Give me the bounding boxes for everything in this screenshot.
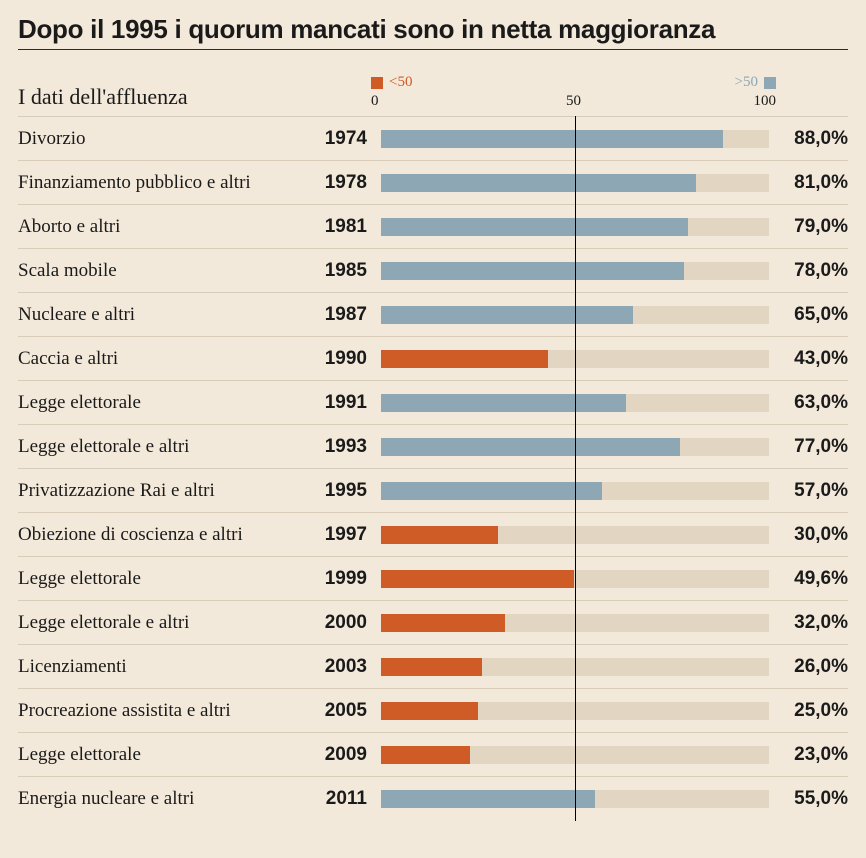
row-percent: 30,0%: [769, 524, 848, 546]
data-row: Legge elettorale e altri2000 32,0%: [18, 601, 848, 645]
bar-fill: [381, 262, 684, 280]
bar-fill: [381, 394, 626, 412]
legend-high: >50: [735, 74, 776, 91]
row-percent: 26,0%: [769, 656, 848, 678]
data-row: Licenziamenti2003 26,0%: [18, 645, 848, 689]
data-row: Finanziamento pubblico e altri1978 81,0%: [18, 161, 848, 205]
data-row: Caccia e altri1990 43,0%: [18, 337, 848, 381]
data-row: Aborto e altri1981 79,0%: [18, 205, 848, 249]
chart-subtitle: I dati dell'affluenza: [18, 84, 188, 110]
data-row: Scala mobile1985 78,0%: [18, 249, 848, 293]
row-name: Legge elettorale e altri: [18, 436, 308, 458]
row-year: 1995: [308, 480, 381, 502]
bar-fill: [381, 482, 602, 500]
bar-fill: [381, 526, 498, 544]
row-year: 2009: [308, 744, 381, 766]
row-year: 1985: [308, 260, 381, 282]
legend-low-swatch: [371, 77, 383, 89]
axis-tick-0: 0: [371, 93, 506, 110]
row-name: Finanziamento pubblico e altri: [18, 172, 308, 194]
chart-title: Dopo il 1995 i quorum mancati sono in ne…: [18, 14, 848, 50]
row-percent: 57,0%: [769, 480, 848, 502]
data-row: Privatizzazione Rai e altri1995 57,0%: [18, 469, 848, 513]
row-year: 2000: [308, 612, 381, 634]
legend-and-axis: <50 >50 0 50 100: [371, 74, 776, 110]
axis-ticks: 0 50 100: [371, 93, 776, 110]
row-year: 1999: [308, 568, 381, 590]
bar-fill: [381, 218, 688, 236]
row-percent: 78,0%: [769, 260, 848, 282]
quorum-midline: [575, 116, 576, 821]
row-name: Nucleare e altri: [18, 304, 308, 326]
row-year: 1978: [308, 172, 381, 194]
row-name: Obiezione di coscienza e altri: [18, 524, 308, 546]
data-row: Energia nucleare e altri2011 55,0%: [18, 777, 848, 821]
data-row: Legge elettorale2009 23,0%: [18, 733, 848, 777]
row-year: 1981: [308, 216, 381, 238]
row-percent: 55,0%: [769, 788, 848, 810]
bar-fill: [381, 174, 696, 192]
legend-high-label: >50: [735, 74, 758, 91]
bar-fill: [381, 350, 548, 368]
row-year: 1993: [308, 436, 381, 458]
bar-fill: [381, 658, 482, 676]
row-name: Scala mobile: [18, 260, 308, 282]
data-row: Divorzio1974 88,0%: [18, 117, 848, 161]
row-percent: 79,0%: [769, 216, 848, 238]
rows-container: Divorzio1974 88,0% Finanziamento pubblico …: [18, 116, 848, 821]
row-year: 1991: [308, 392, 381, 414]
axis-tick-50: 50: [506, 93, 641, 110]
data-row: Obiezione di coscienza e altri1997 30,0%: [18, 513, 848, 557]
row-percent: 32,0%: [769, 612, 848, 634]
row-year: 2003: [308, 656, 381, 678]
rows: Divorzio1974 88,0% Finanziamento pubblico …: [18, 116, 848, 821]
axis-tick-100: 100: [641, 93, 776, 110]
row-name: Legge elettorale: [18, 744, 308, 766]
row-name: Privatizzazione Rai e altri: [18, 480, 308, 502]
row-name: Licenziamenti: [18, 656, 308, 678]
row-name: Legge elettorale: [18, 568, 308, 590]
row-name: Legge elettorale e altri: [18, 612, 308, 634]
row-percent: 63,0%: [769, 392, 848, 414]
bar-fill: [381, 438, 680, 456]
row-name: Caccia e altri: [18, 348, 308, 370]
data-row: Legge elettorale1991 63,0%: [18, 381, 848, 425]
row-percent: 43,0%: [769, 348, 848, 370]
bar-fill: [381, 702, 478, 720]
row-name: Divorzio: [18, 128, 308, 150]
row-percent: 65,0%: [769, 304, 848, 326]
bar-fill: [381, 130, 723, 148]
row-percent: 88,0%: [769, 128, 848, 150]
bar-fill: [381, 306, 633, 324]
row-percent: 25,0%: [769, 700, 848, 722]
chart-header: I dati dell'affluenza <50 >50 0 50 100: [18, 84, 848, 110]
bar-fill: [381, 746, 470, 764]
row-year: 1990: [308, 348, 381, 370]
bar-fill: [381, 570, 574, 588]
row-year: 2005: [308, 700, 381, 722]
row-name: Energia nucleare e altri: [18, 788, 308, 810]
data-row: Legge elettorale1999 49,6%: [18, 557, 848, 601]
legend: <50 >50: [371, 74, 776, 91]
row-name: Aborto e altri: [18, 216, 308, 238]
data-row: Procreazione assistita e altri2005 25,0%: [18, 689, 848, 733]
row-name: Procreazione assistita e altri: [18, 700, 308, 722]
row-year: 1987: [308, 304, 381, 326]
legend-low: <50: [371, 74, 412, 91]
bar-fill: [381, 790, 595, 808]
row-name: Legge elettorale: [18, 392, 308, 414]
row-percent: 23,0%: [769, 744, 848, 766]
row-percent: 77,0%: [769, 436, 848, 458]
data-row: Nucleare e altri1987 65,0%: [18, 293, 848, 337]
bar-fill: [381, 614, 505, 632]
row-year: 2011: [308, 788, 381, 810]
row-percent: 81,0%: [769, 172, 848, 194]
legend-high-swatch: [764, 77, 776, 89]
row-percent: 49,6%: [769, 568, 848, 590]
legend-low-label: <50: [389, 74, 412, 91]
row-year: 1974: [308, 128, 381, 150]
data-row: Legge elettorale e altri1993 77,0%: [18, 425, 848, 469]
row-year: 1997: [308, 524, 381, 546]
